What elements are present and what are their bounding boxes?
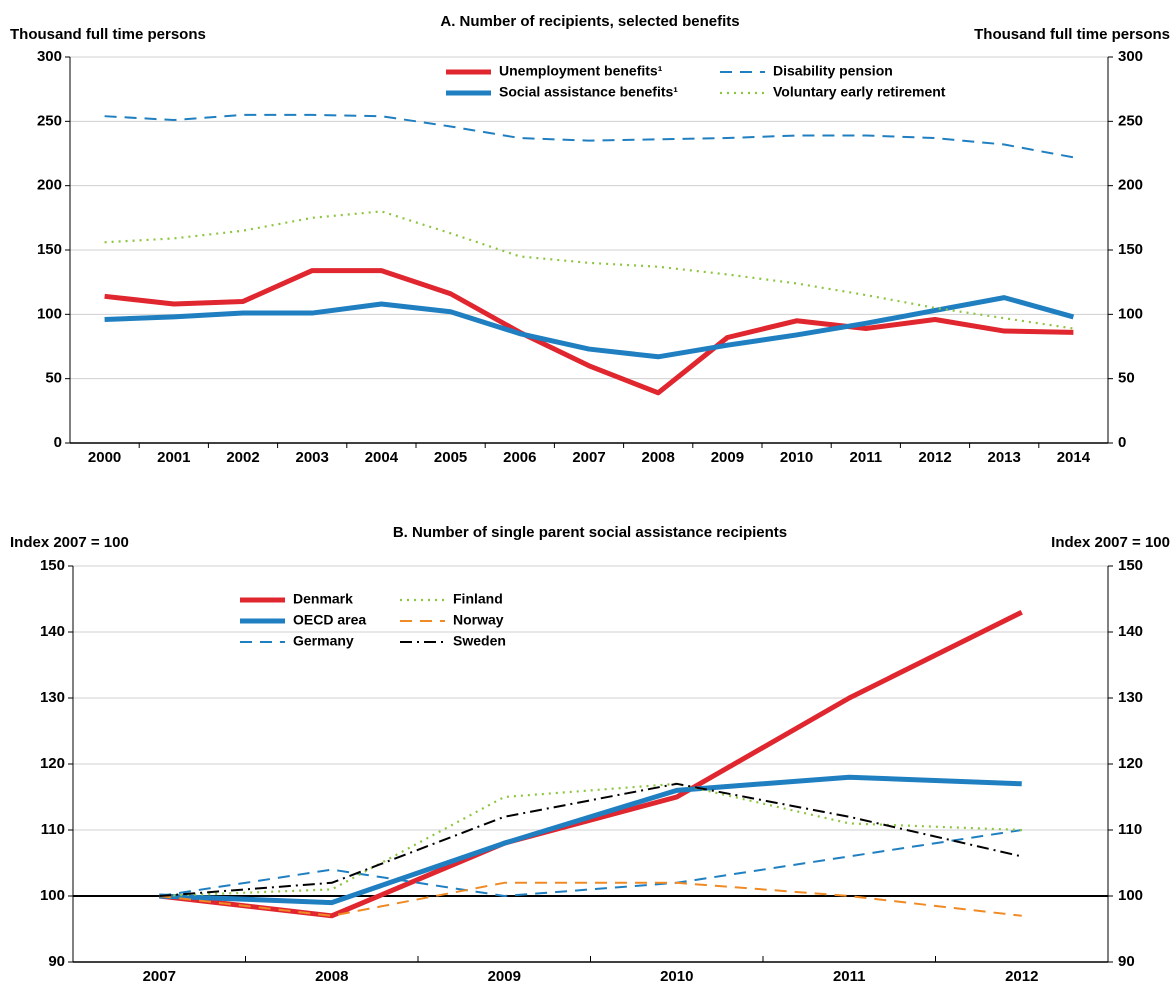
x-tick-label: 2014	[1057, 449, 1091, 466]
y2-axis-label: Thousand full time persons	[974, 26, 1170, 43]
legend-label: Norway	[453, 612, 504, 628]
x-tick-label: 2012	[918, 449, 951, 466]
y-tick-label: 130	[40, 689, 65, 706]
legend-label: Denmark	[293, 591, 353, 607]
y2-tick-label: 150	[1118, 557, 1143, 574]
x-tick-label: 2008	[315, 968, 348, 982]
legend-label: OECD area	[293, 612, 366, 628]
series-line	[104, 210, 1074, 330]
x-tick-label: 2009	[488, 968, 521, 982]
y2-tick-label: 100	[1118, 887, 1143, 904]
y-tick-label: 120	[40, 755, 65, 772]
x-tick-label: 2005	[434, 449, 467, 466]
series-line	[159, 881, 1022, 917]
y-axis-label: Thousand full time persons	[10, 26, 206, 43]
legend-label: Unemployment benefits¹	[499, 63, 663, 79]
chart-title: A. Number of recipients, selected benefi…	[440, 13, 739, 30]
series-line	[159, 829, 1022, 897]
x-tick-label: 2007	[572, 449, 605, 466]
y-tick-label: 100	[40, 887, 65, 904]
series-line	[104, 113, 1074, 159]
x-tick-label: 2009	[711, 449, 744, 466]
y-tick-label: 140	[40, 623, 65, 640]
series-line	[104, 268, 1074, 396]
y2-tick-label: 100	[1118, 305, 1143, 322]
x-tick-label: 2012	[1005, 968, 1038, 982]
chart-title: B. Number of single parent social assist…	[393, 524, 787, 541]
x-tick-label: 2013	[988, 449, 1021, 466]
series-line	[104, 295, 1075, 360]
x-tick-label: 2008	[642, 449, 675, 466]
x-tick-label: 2004	[365, 449, 399, 466]
x-tick-label: 2002	[226, 449, 259, 466]
x-tick-label: 2001	[157, 449, 190, 466]
y2-tick-label: 250	[1118, 112, 1143, 129]
y2-tick-label: 110	[1118, 821, 1142, 838]
legend-label: Sweden	[453, 633, 506, 649]
y2-tick-label: 50	[1118, 370, 1135, 387]
y2-tick-label: 140	[1118, 623, 1143, 640]
legend-label: Germany	[293, 633, 354, 649]
x-tick-label: 2010	[660, 968, 693, 982]
legend-label: Finland	[453, 591, 503, 607]
y2-axis-label: Index 2007 = 100	[1051, 534, 1170, 551]
y-tick-label: 90	[48, 953, 65, 970]
y-tick-label: 100	[37, 305, 62, 322]
y-axis-label: Index 2007 = 100	[10, 534, 129, 551]
y2-tick-label: 200	[1118, 177, 1143, 194]
legend-label: Voluntary early retirement	[773, 84, 946, 100]
y2-tick-label: 300	[1118, 48, 1143, 65]
y2-tick-label: 90	[1118, 953, 1135, 970]
series-line	[159, 774, 1022, 906]
x-tick-label: 2011	[850, 449, 883, 466]
y-tick-label: 50	[45, 370, 62, 387]
y-tick-label: 250	[37, 112, 62, 129]
x-tick-label: 2010	[780, 449, 813, 466]
x-tick-label: 2003	[296, 449, 329, 466]
y2-tick-label: 130	[1118, 689, 1143, 706]
y-tick-label: 200	[37, 177, 62, 194]
legend-label: Disability pension	[773, 63, 893, 79]
series-line	[159, 782, 1022, 897]
y2-tick-label: 120	[1118, 755, 1143, 772]
y-tick-label: 150	[40, 557, 65, 574]
x-tick-label: 2000	[88, 449, 121, 466]
x-tick-label: 2011	[833, 968, 866, 982]
x-tick-label: 2006	[503, 449, 536, 466]
y-tick-label: 300	[37, 48, 62, 65]
y-tick-label: 110	[41, 821, 65, 838]
y-tick-label: 150	[37, 241, 62, 258]
x-tick-label: 2007	[143, 968, 176, 982]
y2-tick-label: 150	[1118, 241, 1143, 258]
series-line	[159, 782, 1022, 898]
legend-label: Social assistance benefits¹	[499, 84, 678, 100]
y-tick-label: 0	[54, 434, 62, 451]
y2-tick-label: 0	[1118, 434, 1126, 451]
